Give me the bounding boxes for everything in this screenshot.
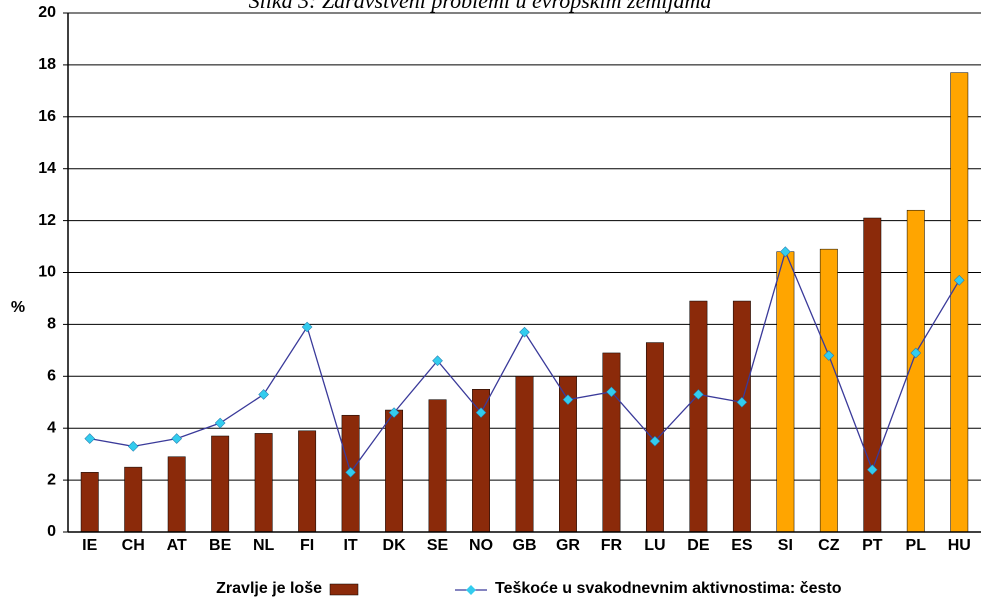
marker (301, 321, 313, 333)
y-tick-label: 8 (47, 316, 56, 333)
y-tick-label: 18 (38, 56, 56, 73)
x-tick-label: CZ (818, 537, 840, 554)
y-tick-label: 16 (38, 108, 56, 125)
bar (819, 248, 838, 533)
x-tick-label: SE (427, 537, 449, 554)
x-tick-label: LU (644, 537, 665, 554)
x-tick-label: PT (862, 537, 883, 554)
marker (171, 433, 182, 444)
x-tick-label: FI (300, 537, 314, 554)
x-tick-label: DE (687, 537, 710, 554)
marker (780, 246, 791, 258)
legend-label: Teškoće u svakodnevnim aktivnostima: čes… (495, 580, 842, 597)
x-tick-label: IE (82, 537, 97, 554)
x-tick-label: HU (948, 537, 971, 554)
bar (167, 456, 186, 533)
x-tick-label: CH (122, 537, 145, 554)
marker (214, 417, 226, 429)
marker (519, 326, 530, 338)
marker (649, 435, 661, 447)
marker (953, 274, 965, 286)
marker (388, 407, 400, 418)
bar (254, 433, 273, 533)
bar (602, 352, 621, 533)
bar (950, 72, 969, 533)
legend-swatch (329, 583, 359, 596)
bar (428, 399, 447, 533)
x-tick-label: AT (167, 537, 187, 554)
bar (385, 409, 404, 533)
y-axis-label: % (11, 299, 25, 316)
y-tick-label: 10 (38, 264, 56, 281)
marker (910, 347, 922, 359)
marker (867, 464, 878, 476)
x-tick-label: DK (383, 537, 407, 554)
y-tick-label: 6 (47, 368, 56, 385)
bar (776, 251, 795, 533)
x-tick-label: GR (556, 537, 580, 554)
marker (258, 389, 269, 400)
marker (823, 350, 835, 361)
bar (732, 300, 751, 533)
y-tick-label: 12 (38, 212, 56, 229)
x-tick-label: IT (343, 537, 357, 554)
x-tick-label: GB (513, 537, 537, 554)
bar (515, 376, 534, 533)
marker (606, 386, 617, 398)
x-tick-label: NL (253, 537, 275, 554)
x-tick-label: PL (906, 537, 927, 554)
x-tick-label: FR (601, 537, 623, 554)
x-tick-label: SI (778, 537, 793, 554)
bar (298, 430, 317, 533)
bar (124, 466, 143, 533)
legend-label: Zravlje je loše (216, 580, 322, 597)
x-tick-label: NO (469, 537, 493, 554)
x-tick-label: BE (209, 537, 232, 554)
marker (127, 441, 139, 452)
marker (693, 389, 704, 400)
marker (562, 394, 574, 405)
marker (345, 467, 356, 478)
marker (84, 433, 96, 444)
x-tick-label: ES (731, 537, 753, 554)
bar (211, 435, 230, 533)
marker (736, 396, 748, 408)
y-tick-label: 14 (38, 160, 56, 177)
bar (80, 472, 99, 533)
marker (475, 407, 487, 418)
y-tick-label: 20 (38, 4, 56, 21)
bar (689, 300, 708, 533)
marker (432, 355, 443, 367)
y-tick-label: 2 (47, 471, 56, 488)
legend-marker (466, 585, 476, 595)
chart-title: Slika 3: Zdravstveni problemi u evropski… (249, 0, 712, 13)
bar (863, 217, 882, 533)
y-tick-label: 4 (47, 419, 56, 436)
y-tick-label: 0 (47, 523, 56, 540)
